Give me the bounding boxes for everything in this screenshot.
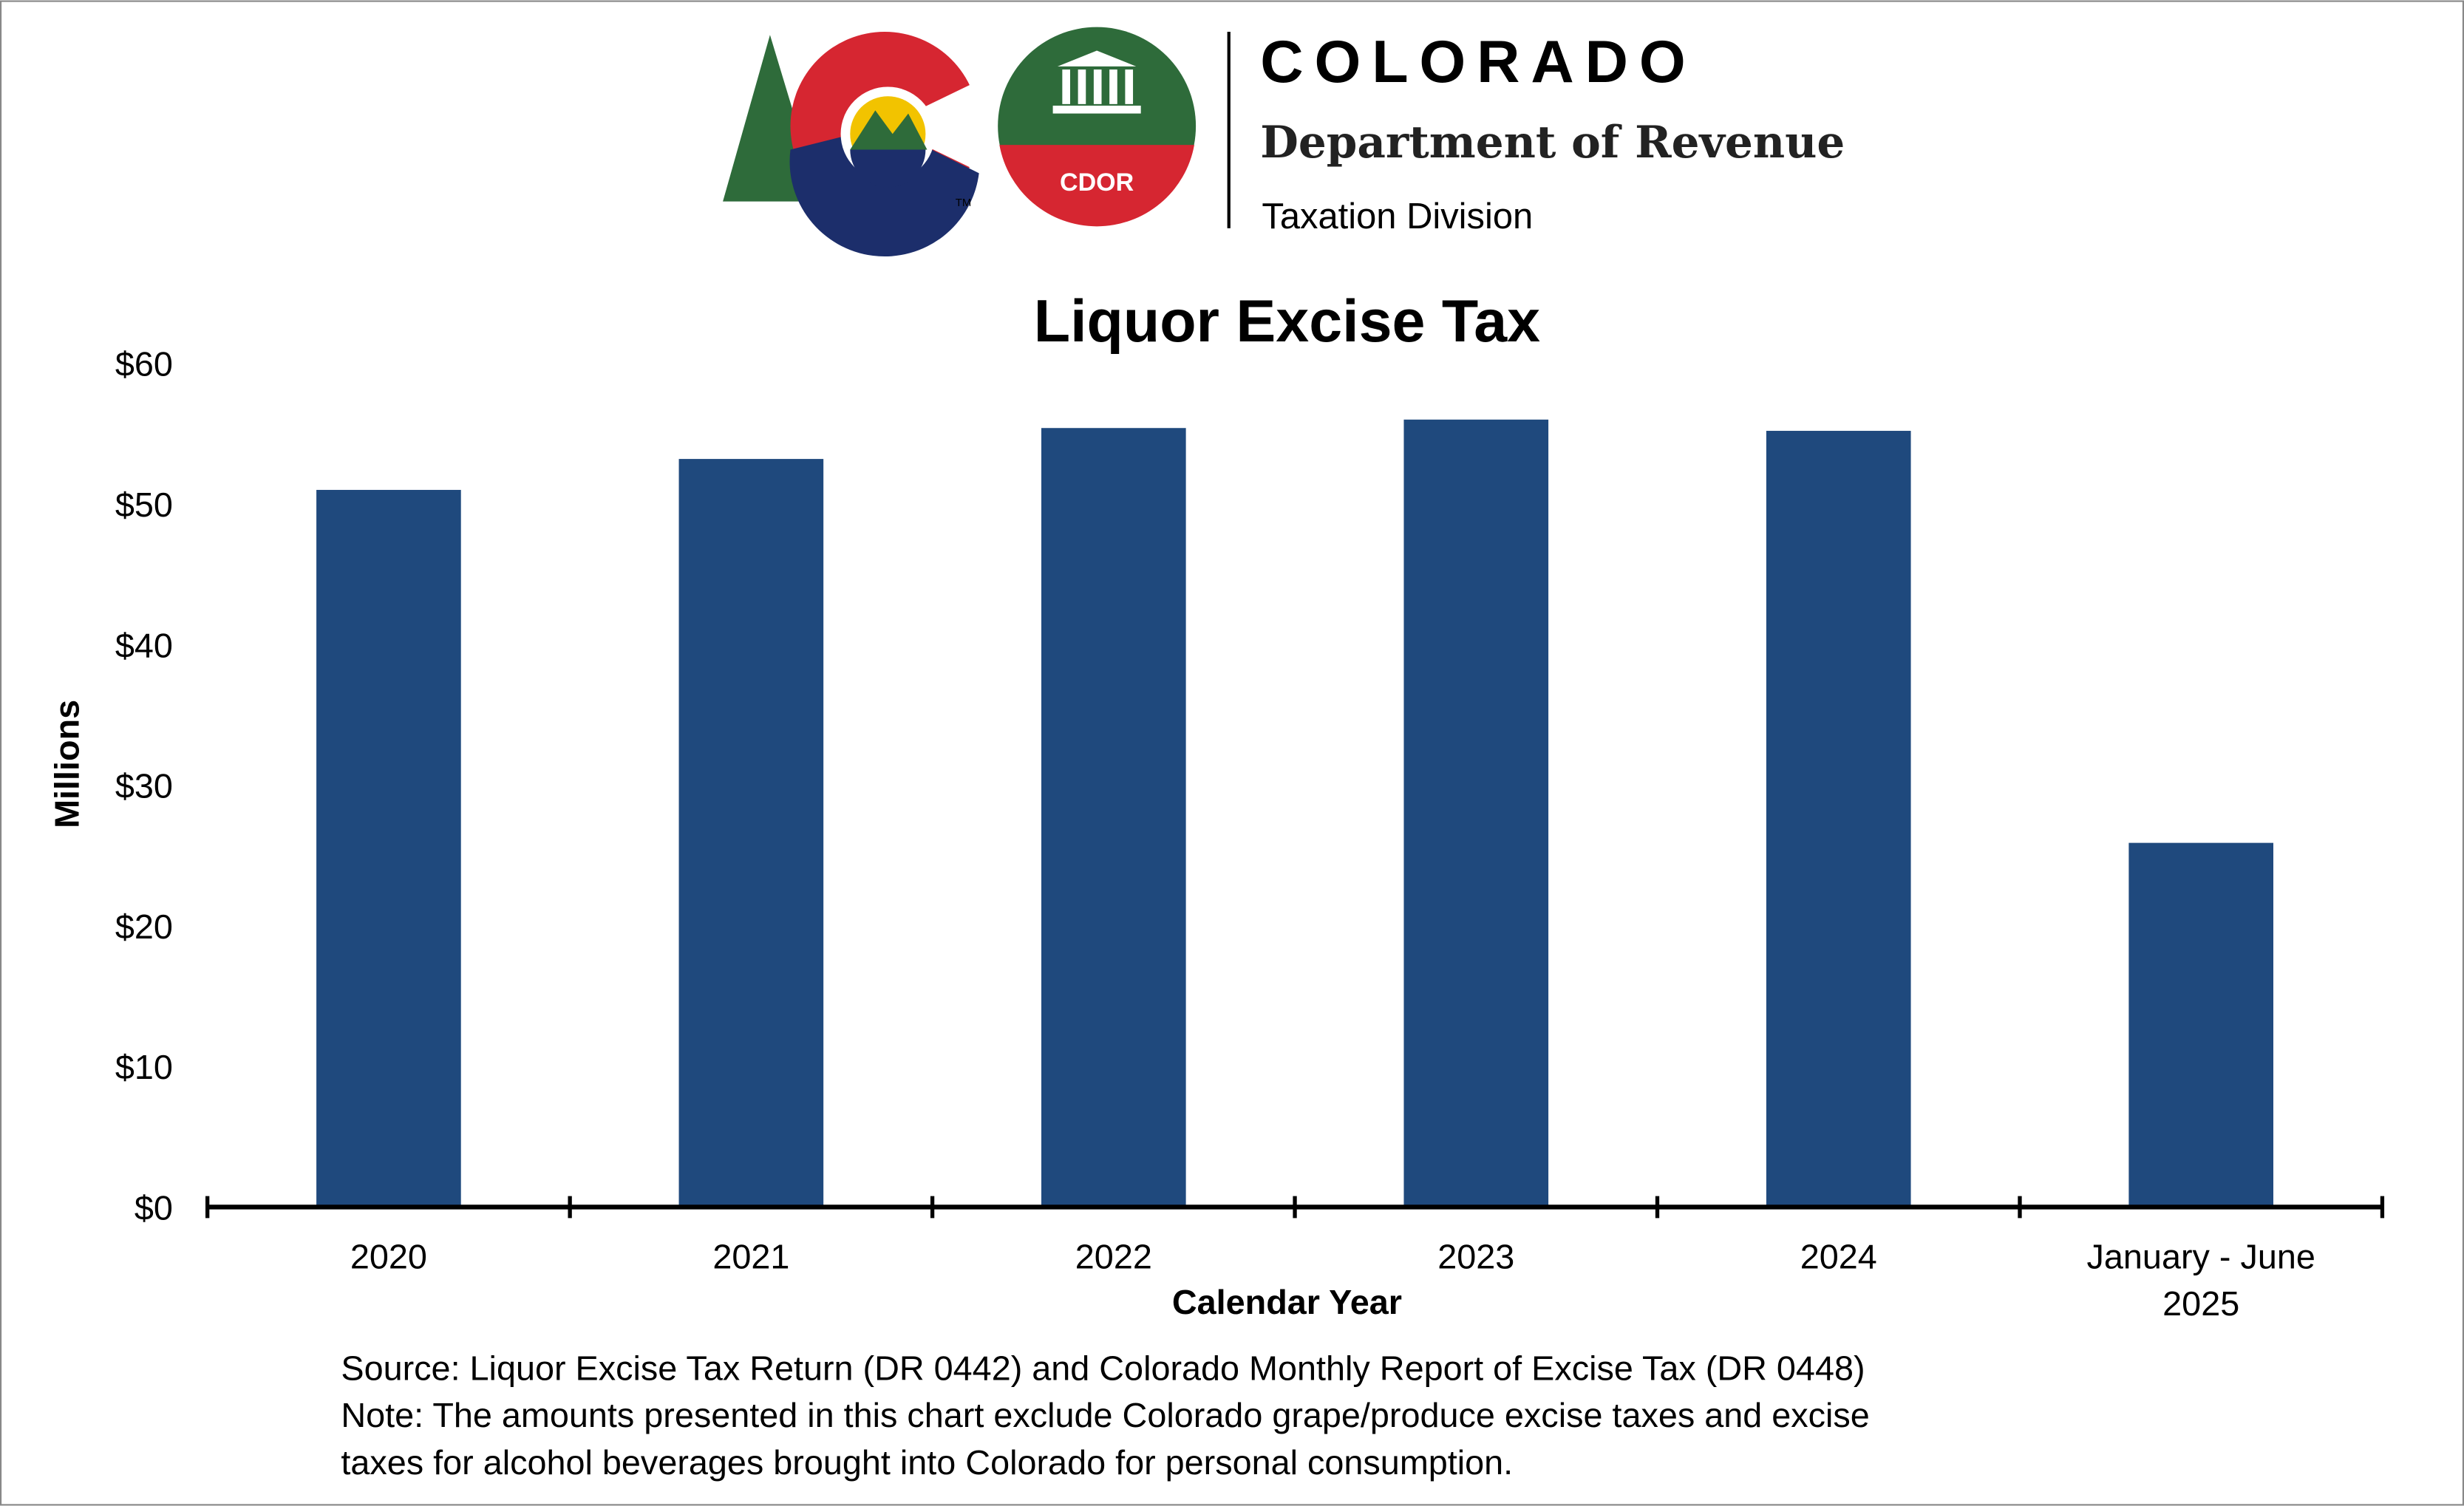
badge-text: CDOR <box>1060 168 1134 197</box>
bar <box>1041 428 1186 1207</box>
chart-title: Liquor Excise Tax <box>1034 288 1540 355</box>
y-axis-label: Millions <box>47 700 86 828</box>
y-tick-label: $0 <box>135 1189 173 1227</box>
y-tick-label: $60 <box>115 345 173 384</box>
x-tick-label: 2021 <box>712 1237 789 1275</box>
department-name: Department of Revenue <box>1260 117 1845 168</box>
org-name: COLORADO <box>1260 29 1696 95</box>
trademark: TM <box>956 197 971 209</box>
x-tick-label: 2023 <box>1437 1237 1514 1275</box>
x-tick-label: 2025 <box>2162 1284 2239 1323</box>
y-tick-label: $40 <box>115 626 173 664</box>
division-name: Taxation Division <box>1262 197 1533 236</box>
y-tick-label: $30 <box>115 767 173 805</box>
exclusion-note-continued: taxes for alcohol beverages brought into… <box>341 1443 1513 1482</box>
x-tick-label: 2020 <box>350 1237 427 1275</box>
bar <box>316 489 461 1207</box>
bar <box>678 459 824 1207</box>
y-tick-label: $10 <box>115 1048 173 1086</box>
cdor-badge: CDOR <box>998 27 1197 227</box>
x-tick-label: 2024 <box>1800 1237 1877 1275</box>
x-tick-label: January - June <box>2087 1237 2315 1275</box>
courthouse-icon <box>1052 50 1141 114</box>
bar <box>2128 842 2274 1207</box>
bar <box>1766 431 1911 1207</box>
bar <box>1403 419 1549 1207</box>
colorado-logo: TM <box>723 32 982 257</box>
exclusion-note: Note: The amounts presented in this char… <box>341 1396 1869 1434</box>
y-tick-label: $50 <box>115 485 173 524</box>
y-tick-label: $20 <box>115 907 173 946</box>
x-tick-label: 2022 <box>1075 1237 1152 1275</box>
source-note: Source: Liquor Excise Tax Return (DR 044… <box>341 1349 1865 1387</box>
x-axis-label: Calendar Year <box>1172 1283 1402 1321</box>
